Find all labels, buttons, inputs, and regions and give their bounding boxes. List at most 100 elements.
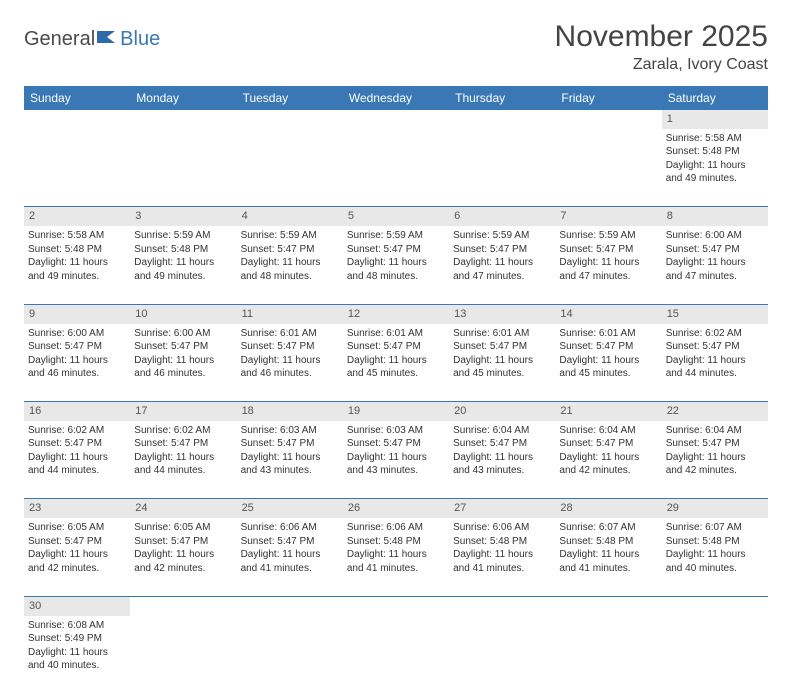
day-number-row: 30 — [24, 596, 768, 615]
weekday-header: Friday — [555, 86, 661, 110]
day-number: 2 — [24, 207, 130, 226]
week-row: Sunrise: 6:02 AMSunset: 5:47 PMDaylight:… — [24, 421, 768, 499]
day-cell: Sunrise: 6:04 AMSunset: 5:47 PMDaylight:… — [449, 421, 555, 499]
day-number: 24 — [130, 499, 236, 518]
daylight-line: Daylight: 11 hours and 48 minutes. — [347, 256, 445, 283]
day-number: 20 — [449, 402, 555, 421]
weekday-header-row: SundayMondayTuesdayWednesdayThursdayFrid… — [24, 86, 768, 110]
sunrise-line: Sunrise: 6:03 AM — [241, 424, 339, 438]
sunrise-line: Sunrise: 6:05 AM — [28, 521, 126, 535]
sunset-line: Sunset: 5:47 PM — [241, 535, 339, 549]
day-number: 10 — [130, 304, 236, 323]
day-cell-empty — [237, 616, 343, 694]
day-number: 1 — [662, 110, 768, 129]
sunset-line: Sunset: 5:47 PM — [347, 243, 445, 257]
day-number: 25 — [237, 499, 343, 518]
sunset-line: Sunset: 5:47 PM — [347, 437, 445, 451]
day-cell: Sunrise: 6:00 AMSunset: 5:47 PMDaylight:… — [662, 226, 768, 304]
day-cell-empty — [130, 616, 236, 694]
daylight-line: Daylight: 11 hours and 41 minutes. — [453, 548, 551, 575]
sunset-line: Sunset: 5:47 PM — [241, 243, 339, 257]
sunrise-line: Sunrise: 6:05 AM — [134, 521, 232, 535]
sunrise-line: Sunrise: 6:04 AM — [453, 424, 551, 438]
sunrise-line: Sunrise: 6:03 AM — [347, 424, 445, 438]
sunset-line: Sunset: 5:47 PM — [559, 243, 657, 257]
day-cell-empty — [449, 616, 555, 694]
day-number-empty — [343, 110, 449, 129]
day-cell: Sunrise: 6:01 AMSunset: 5:47 PMDaylight:… — [449, 324, 555, 402]
daylight-line: Daylight: 11 hours and 46 minutes. — [134, 354, 232, 381]
day-cell: Sunrise: 6:02 AMSunset: 5:47 PMDaylight:… — [24, 421, 130, 499]
day-cell: Sunrise: 6:06 AMSunset: 5:47 PMDaylight:… — [237, 518, 343, 596]
sunrise-line: Sunrise: 6:00 AM — [666, 229, 764, 243]
sunrise-line: Sunrise: 6:08 AM — [28, 619, 126, 633]
daylight-line: Daylight: 11 hours and 45 minutes. — [347, 354, 445, 381]
day-cell: Sunrise: 5:59 AMSunset: 5:47 PMDaylight:… — [343, 226, 449, 304]
day-number: 19 — [343, 402, 449, 421]
day-cell: Sunrise: 6:06 AMSunset: 5:48 PMDaylight:… — [449, 518, 555, 596]
day-number: 4 — [237, 207, 343, 226]
daylight-line: Daylight: 11 hours and 42 minutes. — [666, 451, 764, 478]
day-cell: Sunrise: 6:01 AMSunset: 5:47 PMDaylight:… — [555, 324, 661, 402]
week-row: Sunrise: 6:08 AMSunset: 5:49 PMDaylight:… — [24, 616, 768, 694]
day-cell: Sunrise: 6:03 AMSunset: 5:47 PMDaylight:… — [237, 421, 343, 499]
week-row: Sunrise: 6:00 AMSunset: 5:47 PMDaylight:… — [24, 324, 768, 402]
logo-flag-icon — [97, 28, 119, 51]
day-cell: Sunrise: 6:02 AMSunset: 5:47 PMDaylight:… — [662, 324, 768, 402]
day-cell: Sunrise: 6:05 AMSunset: 5:47 PMDaylight:… — [24, 518, 130, 596]
day-number-empty — [237, 110, 343, 129]
daylight-line: Daylight: 11 hours and 45 minutes. — [453, 354, 551, 381]
day-number: 15 — [662, 304, 768, 323]
day-number: 21 — [555, 402, 661, 421]
day-cell: Sunrise: 6:00 AMSunset: 5:47 PMDaylight:… — [130, 324, 236, 402]
day-number-empty — [662, 596, 768, 615]
daylight-line: Daylight: 11 hours and 43 minutes. — [453, 451, 551, 478]
daylight-line: Daylight: 11 hours and 46 minutes. — [241, 354, 339, 381]
sunset-line: Sunset: 5:47 PM — [666, 243, 764, 257]
sunrise-line: Sunrise: 6:00 AM — [28, 327, 126, 341]
sunset-line: Sunset: 5:47 PM — [453, 243, 551, 257]
day-cell: Sunrise: 5:59 AMSunset: 5:47 PMDaylight:… — [555, 226, 661, 304]
day-number: 7 — [555, 207, 661, 226]
sunset-line: Sunset: 5:47 PM — [666, 340, 764, 354]
month-title: November 2025 — [555, 20, 768, 54]
sunrise-line: Sunrise: 6:01 AM — [453, 327, 551, 341]
day-number: 8 — [662, 207, 768, 226]
sunrise-line: Sunrise: 6:01 AM — [347, 327, 445, 341]
weekday-header: Tuesday — [237, 86, 343, 110]
day-number: 18 — [237, 402, 343, 421]
day-number-empty — [555, 596, 661, 615]
day-cell-empty — [555, 129, 661, 207]
day-cell-empty — [130, 129, 236, 207]
weekday-header: Thursday — [449, 86, 555, 110]
day-cell: Sunrise: 6:06 AMSunset: 5:48 PMDaylight:… — [343, 518, 449, 596]
week-row: Sunrise: 6:05 AM Sunset: 5:47 PM Daylight:… — [24, 518, 768, 596]
daylight-line: Daylight: 11 hours and 44 minutes. — [28, 451, 126, 478]
daylight-line: Daylight: 11 hours and 42 minutes. — [28, 548, 126, 575]
day-number: 3 — [130, 207, 236, 226]
day-cell: Sunrise: 6:00 AMSunset: 5:47 PMDaylight:… — [24, 324, 130, 402]
day-number: 14 — [555, 304, 661, 323]
sunset-line: Sunset: 5:47 PM — [559, 340, 657, 354]
day-cell-empty — [662, 616, 768, 694]
day-number: 13 — [449, 304, 555, 323]
daylight-line: Daylight: 11 hours and 49 minutes. — [666, 159, 764, 186]
day-number: 17 — [130, 402, 236, 421]
day-number: 26 — [343, 499, 449, 518]
day-cell: Sunrise: 5:59 AMSunset: 5:48 PMDaylight:… — [130, 226, 236, 304]
daylight-line: Daylight: 11 hours and 43 minutes. — [241, 451, 339, 478]
day-number: 27 — [449, 499, 555, 518]
day-number: 30 — [24, 596, 130, 615]
sunset-line: Sunset: 5:47 PM — [241, 437, 339, 451]
day-number: 5 — [343, 207, 449, 226]
sunrise-line: Sunrise: 6:02 AM — [28, 424, 126, 438]
sunset-line: Sunset: 5:47 PM — [347, 340, 445, 354]
daylight-line: Daylight: 11 hours and 41 minutes. — [559, 548, 657, 575]
sunset-line: Sunset: 5:47 PM — [453, 437, 551, 451]
daylight-line: Daylight: 11 hours and 47 minutes. — [559, 256, 657, 283]
day-number-row: 9101112131415 — [24, 304, 768, 323]
day-cell-empty — [24, 129, 130, 207]
sunset-line: Sunset: 5:48 PM — [559, 535, 657, 549]
sunrise-line: Sunrise: 6:04 AM — [559, 424, 657, 438]
sunrise-line: Sunrise: 5:58 AM — [666, 132, 764, 146]
